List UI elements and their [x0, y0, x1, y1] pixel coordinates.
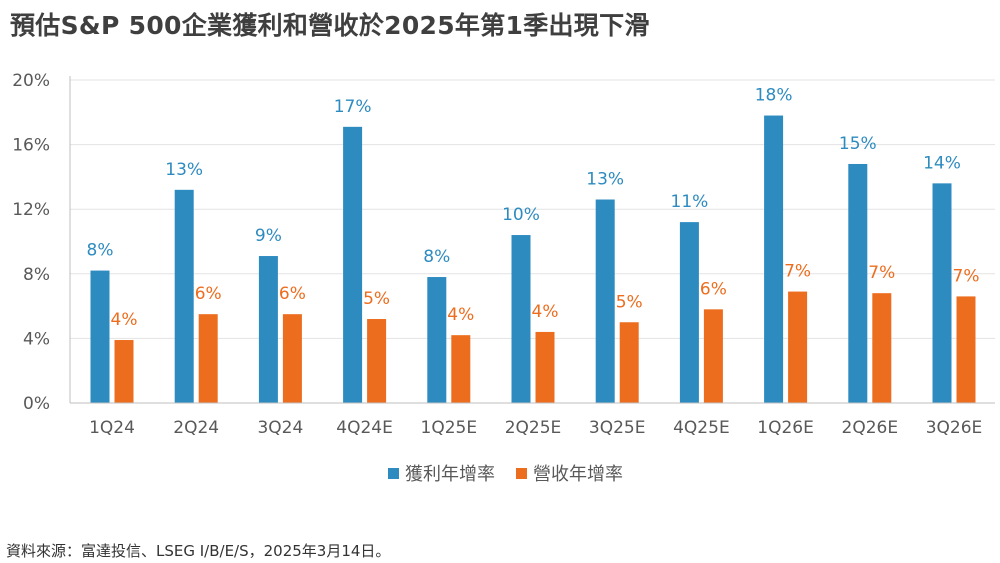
earnings-bar [90, 270, 110, 403]
earnings-bar [932, 183, 952, 403]
y-tick-label: 8% [23, 265, 50, 285]
earnings-bar [174, 189, 194, 403]
chart-title: 預估S&P 500企業獲利和營收於2025年第1季出現下滑 [10, 11, 650, 40]
revenue-data-label: 6% [279, 284, 306, 304]
earnings-bar [427, 277, 447, 403]
revenue-bar [535, 331, 555, 403]
y-axis: 0% 4% 8% 12% 16% 20% [12, 71, 71, 414]
revenue-data-label: 4% [447, 305, 474, 325]
earnings-bar [679, 222, 699, 403]
revenue-data-label: 7% [868, 263, 895, 283]
source-note: 資料來源：富達投信、LSEG I/B/E/S，2025年3月14日。 [6, 542, 391, 560]
revenue-bar [703, 309, 723, 403]
revenue-data-label: 6% [195, 284, 222, 304]
revenue-bar [198, 314, 218, 403]
x-axis: 1Q24 2Q24 3Q24 4Q24E 1Q25E 2Q25E 3Q25E 4Q25E 1Q2… [70, 402, 995, 438]
earnings-data-label: 13% [586, 170, 624, 190]
revenue-data-label: 7% [784, 262, 811, 282]
legend-revenue-swatch [516, 468, 527, 479]
bars: 8% 4% 13% 6% 9% 6% 17% 5% 8% 4% 10% 4% 13% 5% 11% 6% 18%… [87, 86, 980, 404]
grid-lines [70, 79, 995, 339]
earnings-data-label: 11% [671, 192, 709, 212]
earnings-data-label: 10% [502, 205, 540, 225]
revenue-bar [367, 319, 387, 403]
x-tick-label: 2Q24 [173, 418, 219, 438]
earnings-data-label: 8% [87, 241, 114, 261]
x-tick-label: 4Q25E [673, 418, 730, 438]
earnings-bar [764, 115, 784, 403]
revenue-data-label: 6% [700, 279, 727, 299]
y-tick-label: 16% [12, 136, 50, 156]
legend-earnings-swatch [388, 468, 399, 479]
earnings-data-label: 13% [165, 160, 203, 180]
revenue-data-label: 7% [953, 266, 980, 286]
earnings-bar [595, 199, 615, 403]
x-tick-label: 3Q24 [257, 418, 303, 438]
revenue-data-label: 5% [616, 292, 643, 312]
y-tick-label: 0% [23, 394, 50, 414]
legend-earnings-label: 獲利年增率 [405, 464, 495, 485]
y-tick-label: 20% [12, 71, 50, 91]
revenue-bar [451, 335, 471, 403]
legend-revenue-label: 營收年增率 [533, 464, 623, 485]
revenue-data-label: 4% [532, 302, 559, 322]
revenue-data-label: 5% [363, 289, 390, 309]
revenue-bar [114, 340, 134, 403]
earnings-data-label: 18% [755, 86, 793, 106]
x-tick-label: 2Q25E [505, 418, 562, 438]
earnings-data-label: 17% [334, 97, 372, 117]
x-tick-label: 4Q24E [336, 418, 393, 438]
y-tick-label: 12% [12, 200, 50, 220]
revenue-bar [956, 296, 976, 403]
x-tick-label: 3Q26E [926, 418, 983, 438]
y-tick-label: 4% [23, 329, 50, 349]
x-tick-label: 1Q25E [421, 418, 478, 438]
earnings-bar [511, 235, 531, 403]
revenue-data-label: 4% [111, 310, 138, 330]
revenue-bar [872, 293, 892, 403]
earnings-bar [848, 163, 868, 403]
x-tick-label: 3Q25E [589, 418, 646, 438]
earnings-bar [258, 256, 278, 403]
earnings-data-label: 9% [255, 226, 282, 246]
earnings-data-label: 15% [839, 134, 877, 154]
revenue-bar [619, 322, 639, 403]
revenue-bar [282, 314, 302, 403]
earnings-data-label: 14% [923, 153, 961, 173]
revenue-bar [788, 291, 808, 403]
x-tick-label: 1Q26E [757, 418, 814, 438]
legend: 獲利年增率 營收年增率 [388, 464, 623, 485]
earnings-bar [343, 126, 363, 404]
earnings-data-label: 8% [423, 247, 450, 267]
x-tick-label: 2Q26E [842, 418, 899, 438]
x-tick-label: 1Q24 [89, 418, 135, 438]
